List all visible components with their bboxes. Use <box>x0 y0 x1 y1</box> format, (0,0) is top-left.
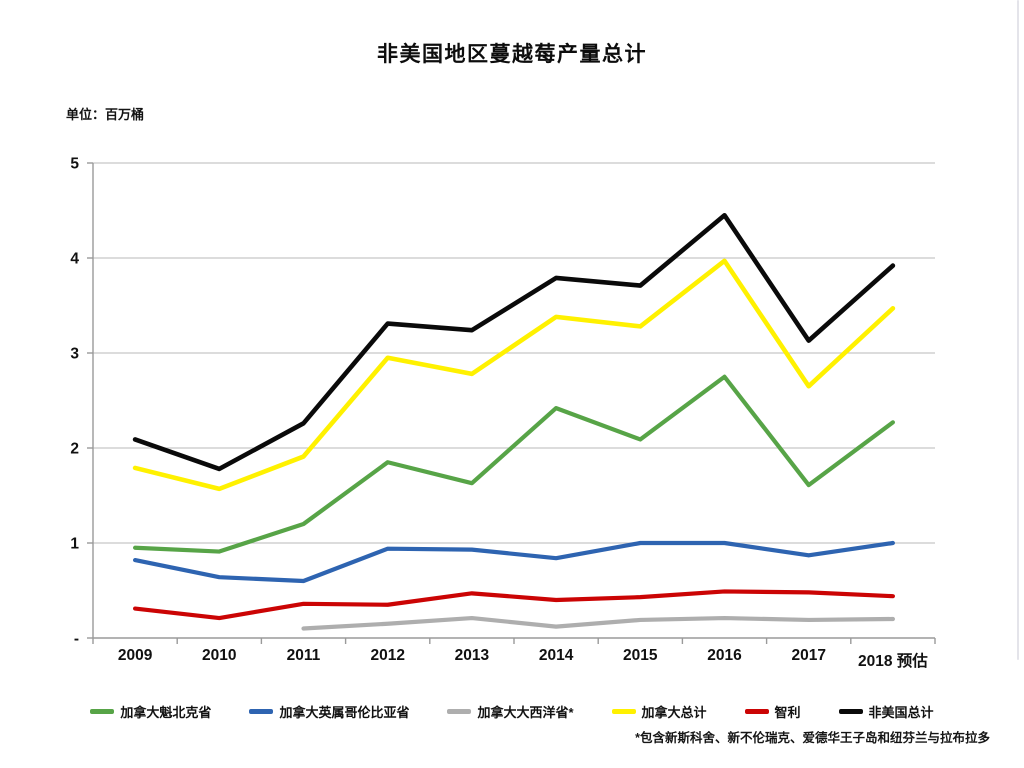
x-tick-label: 2011 <box>287 647 321 664</box>
x-tick-label: 2016 <box>707 647 742 664</box>
x-tick-label: 2012 <box>370 647 404 664</box>
legend-label: 加拿大大西洋省* <box>477 705 574 720</box>
x-tick-label: 2017 <box>791 647 825 664</box>
legend-label: 非美国总计 <box>868 705 934 720</box>
series-line-智利 <box>133 589 896 621</box>
x-tick-label: 2009 <box>118 647 153 664</box>
legend-item: 非美国总计 <box>838 702 934 721</box>
x-tick-label: 2014 <box>539 647 574 664</box>
legend-item: 加拿大总计 <box>611 702 707 721</box>
legend-swatch-icon <box>838 709 863 714</box>
legend-item: 加拿大英属哥伦比亚省 <box>249 702 409 721</box>
footnote: *包含新斯科舍、新不伦瑞克、爱德华王子岛和纽芬兰与拉布拉多 <box>635 731 990 745</box>
legend-item: 智利 <box>744 702 801 721</box>
x-tick-label: 2010 <box>202 647 236 664</box>
y-tick-label: 4 <box>70 251 79 268</box>
y-tick-label: 2 <box>70 441 79 458</box>
chart-title: 非美国地区蔓越莓产量总计 <box>377 43 647 66</box>
legend-swatch-icon <box>90 709 115 714</box>
y-tick-label: 3 <box>70 346 79 363</box>
series-line-非美国总计 <box>132 212 896 472</box>
legend-label: 加拿大总计 <box>641 705 707 720</box>
y-tick-label: - <box>74 631 79 648</box>
y-tick-label: 5 <box>70 156 79 173</box>
legend-swatch-icon <box>249 709 274 714</box>
x-tick-label: 2018 预估 <box>858 651 928 670</box>
chart-legend: 加拿大魁北克省 加拿大英属哥伦比亚省 加拿大大西洋省* 加拿大总计 智利 非美国总计 <box>0 702 1024 721</box>
legend-swatch-icon <box>611 709 636 714</box>
legend-item: 加拿大大西洋省* <box>447 702 574 721</box>
legend-item: 加拿大魁北克省 <box>90 702 211 721</box>
series-line-加拿大总计 <box>132 258 896 492</box>
x-tick-label: 2015 <box>623 647 658 664</box>
legend-swatch-icon <box>447 709 472 714</box>
y-tick-label: 1 <box>70 536 79 553</box>
legend-label: 智利 <box>774 705 801 720</box>
legend-label: 加拿大魁北克省 <box>120 705 212 720</box>
unit-label: 单位：百万桶 <box>66 107 145 122</box>
legend-swatch-icon <box>744 709 769 714</box>
x-tick-label: 2013 <box>455 647 490 664</box>
series-line-加拿大魁北克省 <box>133 374 896 554</box>
series-line-加拿大英属哥伦比亚省 <box>133 540 896 584</box>
legend-label: 加拿大英属哥伦比亚省 <box>279 705 410 720</box>
right-edge-divider <box>1017 0 1019 660</box>
series-line-加拿大大西洋省* <box>301 615 896 631</box>
